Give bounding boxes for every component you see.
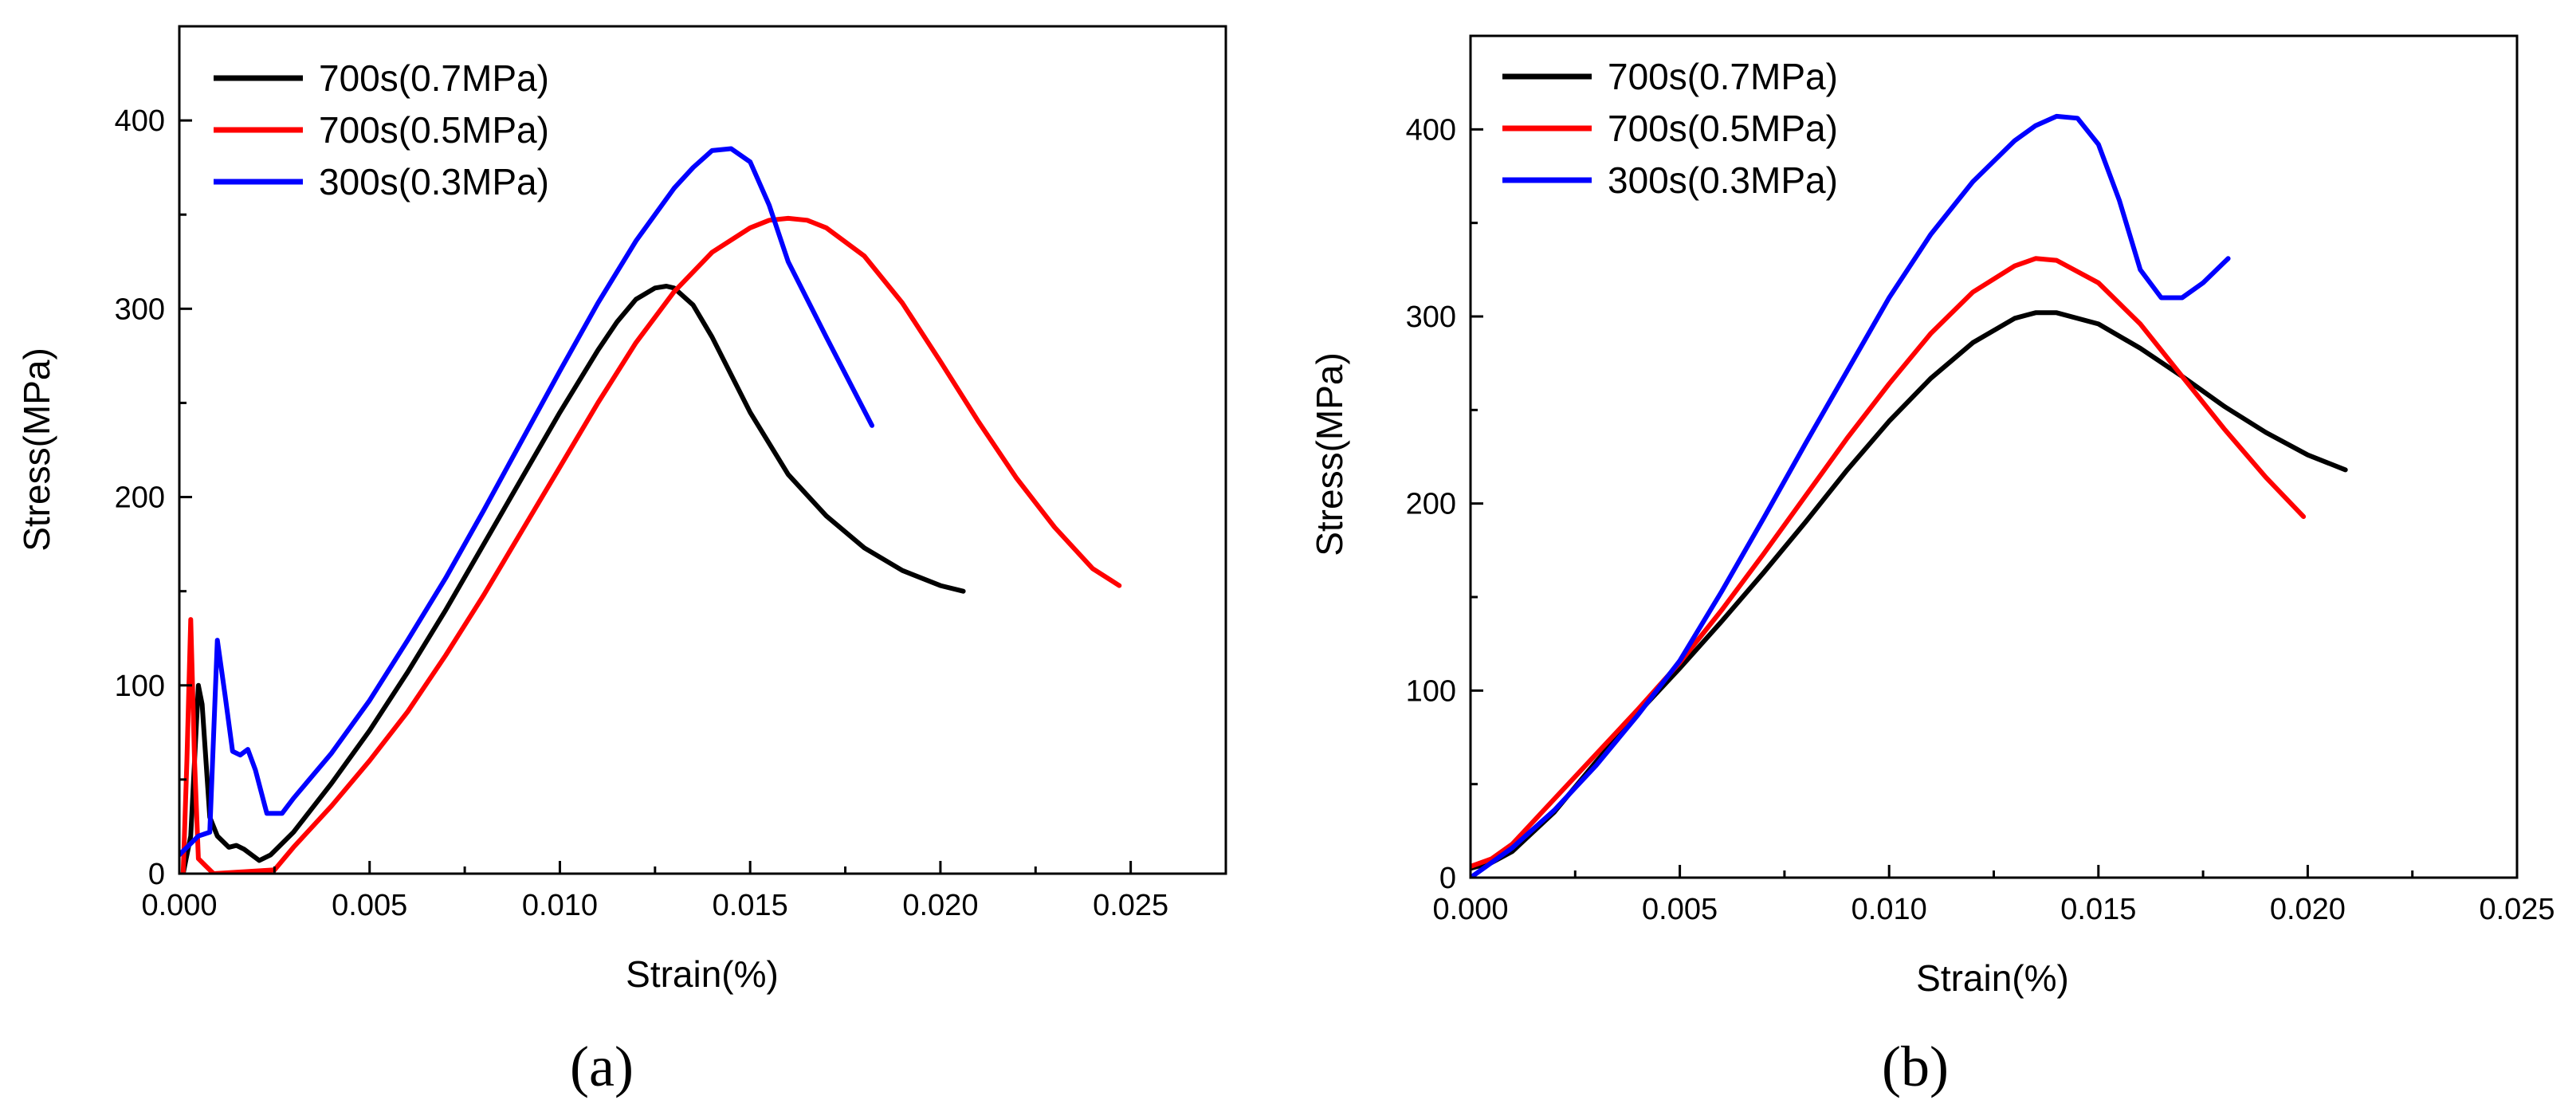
y-tick-label: 200 [1406, 488, 1456, 521]
legend-label: 300s(0.3MPa) [1608, 159, 1838, 201]
panel-b-label: (b) [1882, 1035, 1949, 1098]
x-tick-label: 0.020 [2270, 893, 2346, 926]
legend-label: 300s(0.3MPa) [319, 161, 549, 202]
legend-label: 700s(0.7MPa) [1608, 56, 1838, 97]
x-axis-title: Strain(%) [626, 953, 779, 995]
y-tick-label: 200 [115, 481, 165, 515]
y-axis-title: Stress(MPa) [1309, 352, 1350, 556]
x-tick-label: 0.020 [902, 889, 978, 922]
series-line-1 [180, 284, 966, 874]
plot-frame [178, 25, 1227, 875]
legend-label: 700s(0.5MPa) [1608, 108, 1838, 149]
y-tick-label: 300 [115, 293, 165, 326]
series-line-1 [1471, 310, 2348, 871]
panel-a-label: (a) [570, 1035, 634, 1098]
y-tick-label: 300 [1406, 301, 1456, 334]
x-tick-label: 0.015 [2060, 893, 2136, 926]
chart-panel-b: 0.000 0.005 0.010 0.015 0.020 0.025 0 100 200 300… [1309, 34, 2555, 999]
series-line-3 [1471, 113, 2231, 878]
chart-panel-a: 0.000 0.005 0.010 0.015 0.020 0.025 0 100 200 300… [16, 25, 1227, 995]
series-line-2 [1471, 256, 2307, 869]
y-tick-label: 0 [148, 858, 165, 891]
x-tick-label: 0.010 [522, 889, 598, 922]
y-tick-label: 100 [1406, 674, 1456, 708]
x-tick-label: 0.005 [1642, 893, 1718, 926]
x-tick-label: 0.025 [2479, 893, 2554, 926]
y-axis-title: Stress(MPa) [16, 348, 57, 552]
x-axis-title: Strain(%) [1916, 957, 2069, 999]
y-tick-label: 400 [1406, 113, 1456, 147]
x-tick-label: 0.000 [141, 889, 217, 922]
x-tick-label: 0.000 [1432, 893, 1508, 926]
x-tick-label: 0.025 [1093, 889, 1168, 922]
series-line-2 [180, 215, 1122, 874]
legend-label: 700s(0.5MPa) [319, 109, 549, 151]
x-tick-label: 0.005 [332, 889, 407, 922]
legend-label: 700s(0.7MPa) [319, 57, 549, 99]
x-tick-label: 0.010 [1852, 893, 1927, 926]
y-tick-label: 100 [115, 670, 165, 703]
y-tick-label: 400 [115, 104, 165, 138]
x-tick-label: 0.015 [713, 889, 788, 922]
y-tick-label: 0 [1439, 862, 1456, 895]
series-line-3 [179, 146, 874, 858]
